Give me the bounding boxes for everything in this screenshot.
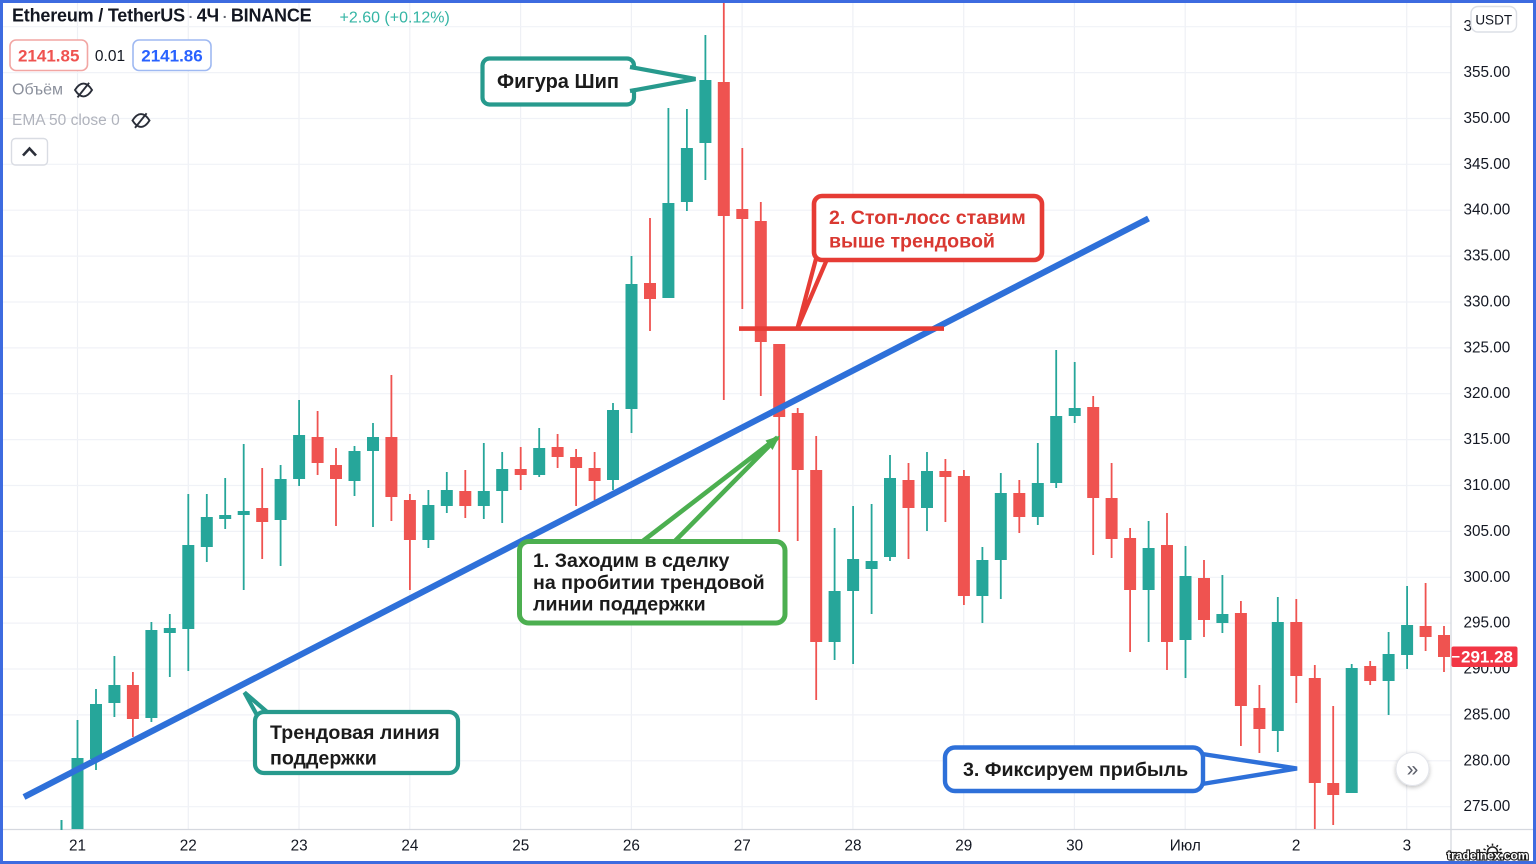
svg-text:29: 29: [955, 838, 972, 855]
svg-text:325.00: 325.00: [1464, 339, 1511, 356]
svg-text:Ethereum / TetherUS · 4Ч · BIN: Ethereum / TetherUS · 4Ч · BINANCE: [12, 6, 312, 26]
svg-text:335.00: 335.00: [1464, 248, 1511, 265]
svg-text:280.00: 280.00: [1464, 752, 1511, 769]
svg-text:3. Фиксируем прибыль: 3. Фиксируем прибыль: [963, 759, 1188, 781]
svg-text:320.00: 320.00: [1464, 385, 1511, 402]
svg-text:291.28: 291.28: [1461, 648, 1513, 667]
svg-text:285.00: 285.00: [1464, 706, 1511, 723]
svg-text:305.00: 305.00: [1464, 523, 1511, 540]
svg-text:275.00: 275.00: [1464, 798, 1511, 815]
svg-text:2141.86: 2141.86: [141, 47, 202, 66]
svg-text:295.00: 295.00: [1464, 615, 1511, 632]
svg-text:24: 24: [401, 838, 419, 855]
svg-text:2141.85: 2141.85: [18, 47, 79, 66]
svg-text:на пробитии трендовой: на пробитии трендовой: [533, 572, 765, 594]
svg-text:355.00: 355.00: [1464, 64, 1511, 81]
svg-text:USDT: USDT: [1475, 12, 1512, 27]
svg-text:+2.60 (+0.12%): +2.60 (+0.12%): [340, 10, 450, 27]
svg-text:30: 30: [1066, 838, 1083, 855]
svg-text:26: 26: [623, 838, 640, 855]
svg-text:2: 2: [1292, 838, 1301, 855]
svg-text:»: »: [1407, 758, 1419, 781]
svg-text:22: 22: [180, 838, 197, 855]
svg-text:tradeinex.com: tradeinex.com: [1447, 849, 1528, 863]
svg-text:Июл: Июл: [1170, 838, 1201, 855]
svg-text:поддержки: поддержки: [270, 748, 377, 770]
svg-text:330.00: 330.00: [1464, 294, 1511, 311]
svg-text:линии поддержки: линии поддержки: [533, 594, 706, 616]
svg-text:300.00: 300.00: [1464, 569, 1511, 586]
svg-text:Фигура Шип: Фигура Шип: [497, 71, 619, 93]
svg-text:340.00: 340.00: [1464, 202, 1511, 219]
svg-text:27: 27: [734, 838, 751, 855]
svg-text:21: 21: [69, 838, 86, 855]
svg-text:28: 28: [844, 838, 861, 855]
svg-text:0.01: 0.01: [95, 48, 125, 65]
svg-text:1. Заходим в сделку: 1. Заходим в сделку: [533, 550, 729, 572]
svg-text:Объём: Объём: [12, 82, 63, 99]
svg-text:310.00: 310.00: [1464, 477, 1511, 494]
svg-text:3: 3: [1403, 838, 1412, 855]
svg-text:выше трендовой: выше трендовой: [829, 231, 995, 253]
svg-text:350.00: 350.00: [1464, 110, 1511, 127]
svg-text:345.00: 345.00: [1464, 156, 1511, 173]
svg-text:23: 23: [291, 838, 308, 855]
svg-text:315.00: 315.00: [1464, 431, 1511, 448]
svg-text:EMA 50 close 0: EMA 50 close 0: [12, 112, 120, 129]
svg-text:2. Стоп-лосс ставим: 2. Стоп-лосс ставим: [829, 207, 1026, 229]
svg-text:Трендовая линия: Трендовая линия: [270, 722, 440, 744]
svg-text:25: 25: [512, 838, 529, 855]
